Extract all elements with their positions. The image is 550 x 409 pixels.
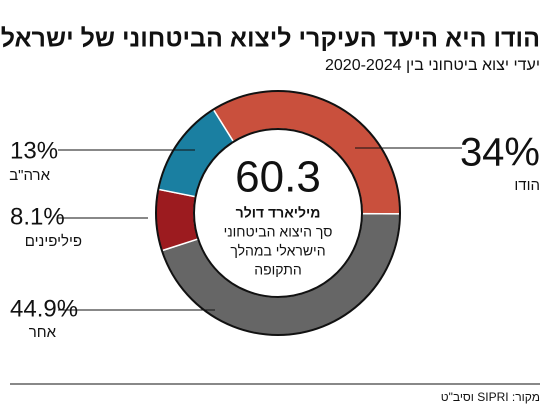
source: מקור: SIPRI וסיב"ט — [441, 390, 540, 404]
category-label: אחר — [29, 324, 57, 341]
value-label: 13% — [10, 137, 58, 164]
center-unit: מיליארד דולר — [236, 205, 321, 221]
chart-subtitle: יעדי יצוא ביטחוני בין 2020-2024 — [325, 57, 540, 74]
category-label: ארה"ב — [9, 167, 50, 184]
chart-title: הודו היא היעד העיקרי ליצוא הביטחוני של י… — [1, 25, 540, 53]
donut-segment — [155, 188, 200, 252]
category-label: הודו — [514, 177, 540, 194]
category-label: פיליפינים — [25, 233, 82, 250]
value-label: 34% — [460, 131, 540, 175]
donut-outer-ring — [155, 90, 401, 336]
center-text: הישראלי במהלך — [230, 243, 325, 259]
center-text: סך היצוא הביטחוני — [224, 224, 333, 240]
value-label: 44.9% — [10, 295, 78, 322]
value-label: 8.1% — [10, 203, 65, 230]
center-text: התקופה — [254, 262, 302, 278]
donut-hole-ring — [193, 128, 363, 298]
center-value: 60.3 — [235, 153, 321, 202]
